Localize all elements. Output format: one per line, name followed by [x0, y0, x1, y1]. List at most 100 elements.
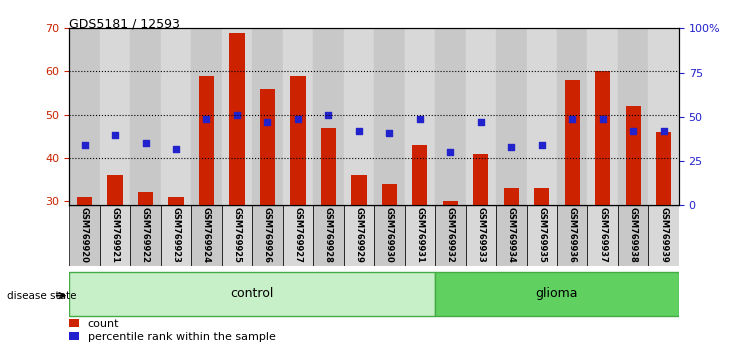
Bar: [496, 28, 526, 205]
Bar: [412, 145, 428, 205]
Bar: [344, 28, 374, 205]
Text: GSM769928: GSM769928: [324, 207, 333, 263]
Bar: [69, 205, 100, 266]
Bar: [656, 132, 672, 205]
Bar: [283, 28, 313, 205]
Bar: [466, 205, 496, 266]
Point: [414, 116, 426, 121]
Text: disease state: disease state: [7, 291, 77, 301]
Point: [505, 144, 517, 150]
Bar: [313, 28, 344, 205]
Point: [627, 128, 639, 134]
Bar: [404, 205, 435, 266]
Bar: [374, 28, 404, 205]
Bar: [222, 28, 253, 205]
Bar: [588, 205, 618, 266]
Bar: [473, 154, 488, 205]
Bar: [374, 205, 404, 266]
Text: GSM769930: GSM769930: [385, 207, 394, 263]
Bar: [131, 205, 161, 266]
Point: [170, 146, 182, 152]
Bar: [320, 127, 336, 205]
Bar: [435, 28, 466, 205]
Bar: [260, 89, 275, 205]
Bar: [648, 28, 679, 205]
Text: GSM769936: GSM769936: [568, 207, 577, 263]
Bar: [344, 205, 374, 266]
Bar: [291, 76, 306, 205]
Text: count: count: [88, 319, 119, 329]
Text: GSM769920: GSM769920: [80, 207, 89, 263]
Point: [201, 116, 212, 121]
Point: [110, 132, 121, 137]
Point: [79, 142, 91, 148]
Bar: [222, 205, 253, 266]
Text: GSM769938: GSM769938: [629, 207, 638, 263]
Bar: [557, 205, 588, 266]
Text: GSM769922: GSM769922: [141, 207, 150, 263]
Bar: [504, 188, 519, 205]
Text: GSM769926: GSM769926: [263, 207, 272, 263]
Text: GSM769923: GSM769923: [172, 207, 180, 263]
Bar: [526, 28, 557, 205]
Text: GSM769933: GSM769933: [476, 207, 485, 263]
Point: [475, 119, 487, 125]
Bar: [404, 28, 435, 205]
Bar: [351, 175, 366, 205]
Bar: [138, 192, 153, 205]
Point: [566, 116, 578, 121]
Bar: [199, 76, 214, 205]
Point: [597, 116, 609, 121]
Text: GSM769932: GSM769932: [446, 207, 455, 263]
Bar: [557, 28, 588, 205]
Bar: [100, 28, 130, 205]
Text: GSM769924: GSM769924: [202, 207, 211, 263]
Bar: [466, 28, 496, 205]
Bar: [435, 205, 466, 266]
Point: [353, 128, 365, 134]
Point: [292, 116, 304, 121]
Text: GDS5181 / 12593: GDS5181 / 12593: [69, 18, 180, 31]
Bar: [618, 205, 648, 266]
Text: GSM769937: GSM769937: [598, 207, 607, 263]
Text: GSM769939: GSM769939: [659, 207, 668, 263]
Bar: [191, 205, 222, 266]
Point: [383, 130, 395, 136]
Bar: [253, 28, 283, 205]
Bar: [564, 80, 580, 205]
Bar: [100, 205, 130, 266]
Point: [536, 142, 548, 148]
Point: [231, 112, 243, 118]
Text: GSM769931: GSM769931: [415, 207, 424, 263]
Bar: [442, 201, 458, 205]
Bar: [618, 28, 648, 205]
Bar: [69, 28, 100, 205]
Bar: [131, 28, 161, 205]
Bar: [435, 272, 679, 316]
Text: control: control: [231, 287, 274, 300]
Point: [445, 149, 456, 155]
Text: GSM769927: GSM769927: [293, 207, 302, 263]
Text: GSM769934: GSM769934: [507, 207, 516, 263]
Bar: [69, 272, 435, 316]
Bar: [496, 205, 526, 266]
Bar: [229, 33, 245, 205]
Bar: [161, 28, 191, 205]
Bar: [77, 197, 92, 205]
Bar: [169, 197, 184, 205]
Point: [323, 112, 334, 118]
Bar: [283, 205, 313, 266]
Bar: [648, 205, 679, 266]
Bar: [595, 72, 610, 205]
Point: [261, 119, 273, 125]
Bar: [253, 205, 283, 266]
Point: [139, 141, 151, 146]
Bar: [382, 184, 397, 205]
Bar: [191, 28, 222, 205]
Text: GSM769925: GSM769925: [232, 207, 242, 263]
Bar: [313, 205, 344, 266]
Bar: [588, 28, 618, 205]
Bar: [161, 205, 191, 266]
Text: glioma: glioma: [536, 287, 578, 300]
Bar: [534, 188, 550, 205]
